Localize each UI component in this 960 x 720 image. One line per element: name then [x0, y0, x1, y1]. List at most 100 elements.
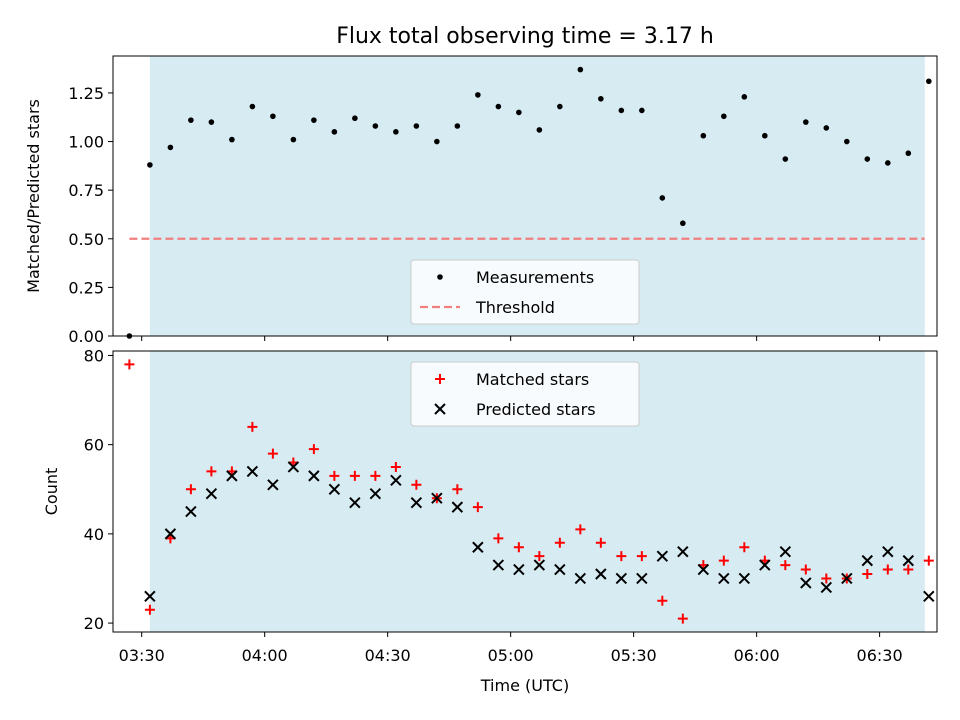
matched-star-point [821, 573, 832, 584]
y-tick-label: 1.25 [68, 84, 104, 103]
y-tick-label: 40 [84, 525, 104, 544]
predicted-star-point [861, 554, 874, 567]
legend: Measurements Threshold [410, 259, 640, 325]
measurement-point [290, 136, 297, 143]
x-tick-label: 06:00 [734, 646, 780, 665]
x-tick-label: 05:30 [611, 646, 657, 665]
predicted-star-point [718, 572, 730, 585]
predicted-star-point [492, 559, 505, 571]
predicted-star-point [841, 572, 853, 585]
predicted-star-point [164, 528, 177, 540]
measurement-point [434, 138, 440, 145]
matched-star-point [534, 551, 545, 562]
predicted-star-point [779, 546, 792, 558]
predicted-star-point [902, 554, 915, 567]
legend: Matched stars Predicted stars [410, 361, 640, 427]
predicted-star-point [472, 541, 484, 553]
x-tick-label: 05:00 [488, 646, 534, 665]
matched-star-point [739, 542, 750, 553]
matched-star-point [390, 461, 401, 472]
measurement-point [782, 156, 789, 162]
measurement-point [864, 156, 871, 162]
matched-star-point [800, 564, 811, 575]
legend-label: Measurements [476, 268, 594, 287]
predicted-star-point [615, 572, 628, 585]
measurement-point [516, 109, 522, 116]
matched-star-point [616, 551, 627, 562]
y-tick-label: 0.75 [68, 181, 104, 200]
legend-label: Matched stars [476, 370, 589, 389]
matched-star-point [595, 537, 606, 548]
legend-box [410, 361, 640, 427]
measurement-point [659, 195, 666, 201]
matched-star-point [267, 448, 278, 459]
measurement-point [475, 92, 481, 98]
legend-marker-measurement [437, 274, 443, 280]
predicted-star-point [144, 590, 156, 603]
measurement-point [557, 103, 563, 110]
measurement-point [393, 129, 399, 135]
measurement-point [823, 125, 830, 131]
legend-label: Predicted stars [476, 400, 596, 419]
matched-star-point [657, 595, 668, 606]
predicted-star-point [369, 488, 382, 500]
counts-panel: 20 40 60 80 03:30 04:00 04:30 05:00 05:30 06:00 06… [42, 346, 938, 695]
x-tick-label: 06:30 [857, 646, 903, 665]
chart-title: Flux total observing time = 3.17 h [336, 24, 714, 49]
matched-star-point [411, 479, 422, 490]
matched-star-point [636, 551, 647, 562]
measurement-point [167, 144, 174, 151]
predicted-star-point [595, 568, 607, 580]
y-tick-label: 1.00 [68, 133, 104, 152]
predicted-star-point [820, 581, 833, 594]
predicted-star-point [328, 483, 341, 495]
predicted-star-point [697, 563, 710, 576]
matched-star-point [370, 470, 381, 481]
measurement-point [229, 136, 235, 143]
predicted-star-point [738, 572, 751, 585]
legend-box [410, 259, 640, 325]
matched-star-point [513, 542, 524, 553]
measurement-point [598, 95, 604, 102]
predicted-star-point [287, 461, 300, 473]
predicted-star-point [308, 470, 320, 482]
matched-star-point [923, 555, 934, 566]
matched-star-point [206, 466, 217, 477]
measurement-point [454, 123, 461, 129]
y-tick-label: 60 [84, 436, 104, 455]
predicted-star-point [574, 572, 587, 585]
predicted-star-point [677, 546, 689, 558]
measurement-point [495, 103, 502, 110]
measurement-point [926, 78, 932, 85]
x-tick-label: 03:30 [119, 646, 165, 665]
measurement-point [413, 123, 420, 129]
predicted-star-point [185, 505, 197, 518]
measurement-point [700, 132, 707, 139]
legend-marker-matched [435, 374, 445, 384]
matched-star-point [862, 569, 873, 580]
matched-star-point [575, 524, 586, 535]
ratio-panel: 0.00 0.25 0.50 0.75 1.00 1.25 Matched/Predicte… [24, 55, 938, 346]
measurement-point [762, 132, 768, 139]
measurement-point [741, 94, 748, 100]
predicted-star-point [882, 546, 894, 558]
matched-star-point [124, 359, 135, 370]
matched-star-point [718, 555, 729, 566]
y-axis-label: Count [42, 468, 61, 516]
measurement-point [577, 66, 584, 73]
measurement-point [680, 220, 686, 227]
matched-star-point [452, 484, 463, 495]
x-axis-label: Time (UTC) [480, 676, 569, 695]
matched-star-point [144, 604, 155, 615]
predicted-star-point [554, 563, 566, 576]
matched-star-point [329, 470, 340, 481]
predicted-star-point [636, 572, 648, 585]
axes-frame [112, 350, 938, 633]
measurement-point [188, 117, 194, 123]
y-tick-label: 20 [84, 614, 104, 633]
x-tick-label: 04:00 [242, 646, 288, 665]
measurement-point [311, 117, 317, 123]
predicted-star-point [410, 496, 423, 509]
measurement-point [208, 119, 215, 125]
measurement-point [721, 113, 727, 120]
